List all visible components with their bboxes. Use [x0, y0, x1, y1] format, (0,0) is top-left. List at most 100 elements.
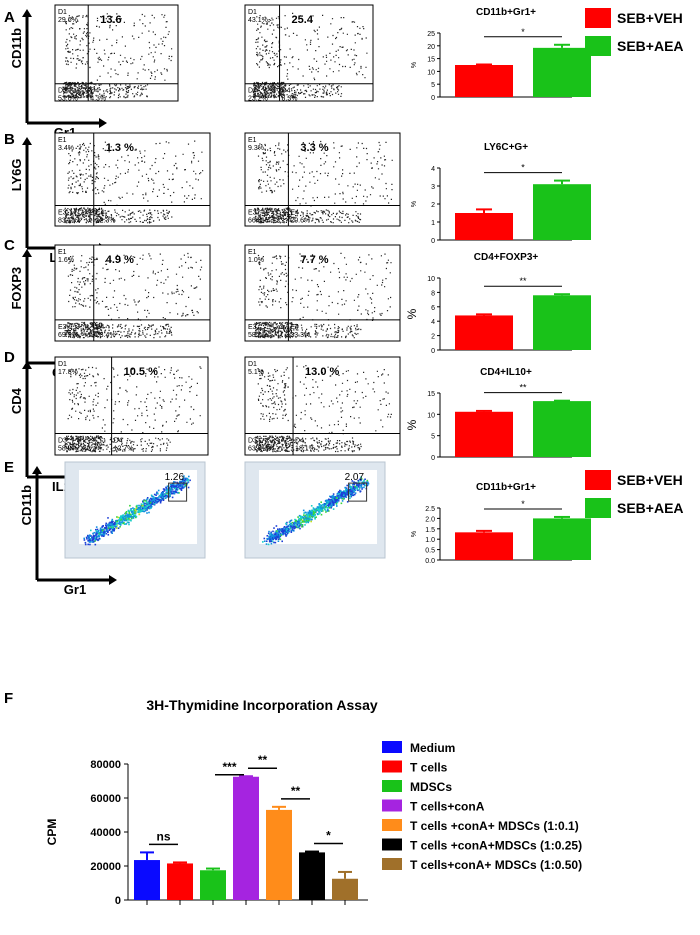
density-dot [299, 522, 302, 525]
y-tick-label: 5 [431, 82, 435, 89]
density-dot [320, 506, 323, 509]
density-dot [133, 508, 136, 510]
flow-plot: 1.26 [64, 461, 206, 559]
density-dot [323, 508, 326, 510]
quadrant-lr-label: D4 [90, 88, 99, 95]
density-dot [298, 517, 300, 520]
density-dot [277, 532, 279, 535]
density-dot [143, 502, 145, 504]
density-dot [129, 509, 132, 512]
density-dot [299, 523, 302, 526]
quadrant-ul-label: D1 [58, 9, 67, 16]
density-dot [334, 497, 337, 499]
density-dot [170, 485, 172, 488]
density-dot [277, 534, 279, 536]
density-dot [268, 539, 271, 542]
density-dot [107, 534, 110, 536]
density-dot [162, 496, 164, 499]
legend-label: T cells+conA+ MDSCs (1:0.50) [410, 858, 582, 872]
density-dot [126, 521, 129, 523]
density-dot [265, 543, 268, 545]
density-dot [129, 515, 131, 518]
density-dot [353, 486, 355, 489]
density-dot [138, 504, 140, 507]
density-dot [125, 523, 128, 525]
density-dot [346, 484, 348, 487]
density-dot [152, 499, 155, 502]
density-dot [322, 507, 325, 509]
density-dot [173, 492, 176, 495]
legend-seb: SEB+VEH SEB+AEA SEB+VEH SEB+AEA [585, 8, 684, 518]
density-dot [148, 504, 151, 506]
density-dot [140, 509, 143, 512]
legend-label: T cells+conA [410, 800, 485, 814]
density-dot [165, 494, 167, 497]
density-dot [131, 513, 134, 515]
density-dot [147, 502, 150, 504]
y-tick-label: 0 [431, 95, 435, 102]
density-dot [311, 516, 314, 518]
density-dot [305, 521, 308, 523]
density-dot [294, 522, 297, 524]
density-dot [329, 499, 331, 501]
density-dot [267, 543, 270, 546]
density-dot [91, 541, 94, 543]
density-dot [360, 476, 362, 478]
y-axis-label: % [405, 419, 419, 430]
density-dot [330, 504, 332, 506]
density-dot [151, 495, 153, 498]
density-dot [271, 540, 274, 543]
density-dot [282, 527, 285, 530]
density-dot [187, 479, 190, 481]
density-dot [292, 522, 295, 524]
density-dot [107, 523, 109, 526]
density-dot [366, 481, 368, 483]
density-dot [145, 501, 148, 504]
density-dot [340, 502, 343, 505]
density-dot [131, 517, 133, 519]
density-dot [161, 493, 163, 495]
density-dot [290, 523, 292, 526]
density-dot [359, 490, 361, 493]
density-dot [147, 504, 149, 507]
density-dot [323, 505, 325, 507]
plot-frame [244, 356, 401, 456]
density-dot [180, 483, 182, 486]
density-dot [157, 500, 159, 502]
density-dot [263, 537, 266, 540]
density-dot [349, 497, 351, 500]
density-dot [156, 501, 159, 503]
density-dot [326, 507, 328, 509]
event-dots [64, 252, 203, 339]
density-dot [367, 482, 370, 485]
density-dot [278, 531, 281, 533]
y-tick-label: 20000 [90, 861, 121, 873]
density-dot [176, 483, 178, 486]
density-dot [310, 518, 312, 521]
density-dot [114, 526, 117, 528]
density-dot [298, 522, 300, 524]
density-dot [102, 531, 105, 534]
density-dot [161, 495, 164, 497]
density-dot [306, 513, 309, 516]
y-tick-label: 2.0 [425, 516, 435, 523]
density-dot [298, 520, 300, 523]
density-dot [89, 535, 91, 537]
density-dot [306, 519, 308, 522]
density-dot [109, 523, 111, 525]
density-dot [276, 530, 278, 532]
density-dot [152, 497, 155, 500]
density-dot [284, 533, 287, 536]
density-dot [183, 481, 186, 484]
density-dot [183, 477, 186, 479]
density-dot [325, 511, 327, 513]
density-dot [88, 538, 91, 541]
density-dot [268, 530, 270, 533]
chart-title: 3H-Thymidine Incorporation Assay [146, 697, 378, 713]
arrow-head-icon [22, 249, 32, 257]
density-dot [93, 531, 96, 534]
density-dot [118, 523, 121, 525]
density-dot [94, 543, 97, 546]
density-dot [128, 513, 130, 516]
